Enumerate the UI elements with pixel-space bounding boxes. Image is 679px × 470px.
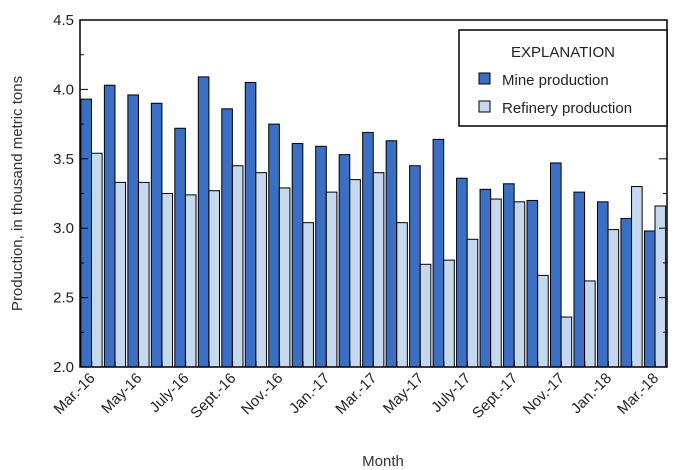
refinery-bar-24	[654, 205, 667, 368]
y-tick-label-5: 4.5	[53, 12, 74, 29]
legend-box	[458, 29, 668, 127]
refinery-bar-2	[137, 181, 150, 368]
legend-label-mine: Mine production	[502, 72, 609, 89]
refinery-bar-0	[91, 152, 103, 368]
mine-bar-19	[526, 199, 539, 368]
mine-bar-2	[127, 94, 139, 368]
mine-bar-6	[221, 108, 233, 368]
refinery-bar-4	[184, 194, 197, 368]
bars-group	[80, 76, 667, 368]
x-tick-label-20: Nov.-17	[520, 370, 568, 418]
x-tick-label-2: May-16	[98, 370, 145, 417]
mine-bar-21	[573, 191, 586, 368]
mine-bar-3	[150, 102, 163, 368]
refinery-bar-22	[607, 229, 620, 368]
legend: EXPLANATION Mine production Refinery pro…	[458, 29, 668, 127]
refinery-bar-11	[349, 179, 361, 368]
mine-bar-4	[174, 127, 186, 368]
mine-bar-22	[596, 201, 609, 368]
mine-bar-16	[456, 177, 468, 368]
mine-bar-9	[291, 143, 304, 368]
refinery-bar-9	[302, 222, 314, 368]
y-tick-label-3: 3.5	[53, 151, 74, 168]
mine-bar-11	[338, 154, 351, 368]
refinery-bar-7	[255, 172, 267, 368]
mine-bar-1	[103, 84, 116, 368]
x-tick-label-14: May-17	[380, 370, 427, 417]
refinery-bar-18	[513, 201, 526, 368]
refinery-bar-21	[584, 280, 596, 368]
legend-label-refinery: Refinery production	[502, 100, 632, 117]
legend-swatch-mine	[478, 72, 491, 85]
y-tick-label-4: 4.0	[53, 81, 74, 98]
mine-bar-0	[80, 98, 93, 368]
refinery-bar-16	[466, 238, 479, 368]
refinery-bar-19	[537, 274, 549, 368]
legend-title: EXPLANATION	[511, 44, 615, 61]
mine-bar-10	[315, 145, 327, 368]
x-tick-label-4: July-16	[146, 370, 192, 416]
refinery-bar-15	[443, 259, 455, 368]
refinery-bar-14	[419, 263, 432, 368]
x-tick-label-8: Nov.-16	[238, 370, 286, 418]
x-tick-label-0: Mar.-16	[51, 370, 99, 418]
legend-swatch-refinery	[478, 100, 491, 113]
refinery-bar-6	[231, 165, 244, 368]
x-tick-label-10: Jan.-17	[286, 370, 333, 417]
mine-bar-20	[550, 162, 562, 368]
mine-bar-8	[268, 123, 280, 368]
refinery-bar-12	[372, 172, 385, 368]
refinery-bar-1	[114, 181, 127, 368]
mine-bar-14	[409, 165, 421, 368]
x-tick-label-16: July-17	[428, 370, 474, 416]
refinery-bar-8	[278, 187, 291, 368]
refinery-bar-13	[396, 222, 408, 368]
x-tick-label-18: Sept.-17	[469, 370, 521, 422]
mine-bar-12	[362, 131, 374, 368]
refinery-bar-10	[325, 191, 338, 368]
x-axis-title: Month	[362, 453, 404, 470]
refinery-bar-17	[490, 198, 502, 368]
refinery-bar-3	[161, 193, 174, 368]
x-tick-label-12: Mar.-17	[332, 370, 380, 418]
mine-bar-23	[620, 217, 633, 368]
mine-bar-7	[244, 81, 257, 368]
x-tick-label-22: Jan.-18	[568, 370, 615, 417]
y-tick-label-2: 3.0	[53, 220, 74, 237]
mine-bar-18	[503, 183, 515, 368]
mine-bar-5	[197, 76, 210, 368]
refinery-bar-5	[208, 190, 220, 368]
mine-bar-15	[432, 138, 445, 368]
y-axis: 2.0 2.5 3.0 3.5 4.0 4.5	[53, 12, 667, 376]
mine-bar-13	[385, 140, 398, 368]
x-tick-label-24: Mar.-18	[614, 370, 662, 418]
y-tick-label-0: 2.0	[53, 359, 74, 376]
mine-bar-24	[643, 230, 656, 368]
refinery-bar-23	[631, 186, 643, 368]
mine-bar-17	[479, 188, 492, 368]
y-axis-title: Production, in thousand metric tons	[9, 76, 26, 311]
x-tick-label-6: Sept.-16	[187, 370, 239, 422]
refinery-bar-20	[560, 316, 573, 368]
y-tick-label-1: 2.5	[53, 290, 74, 307]
